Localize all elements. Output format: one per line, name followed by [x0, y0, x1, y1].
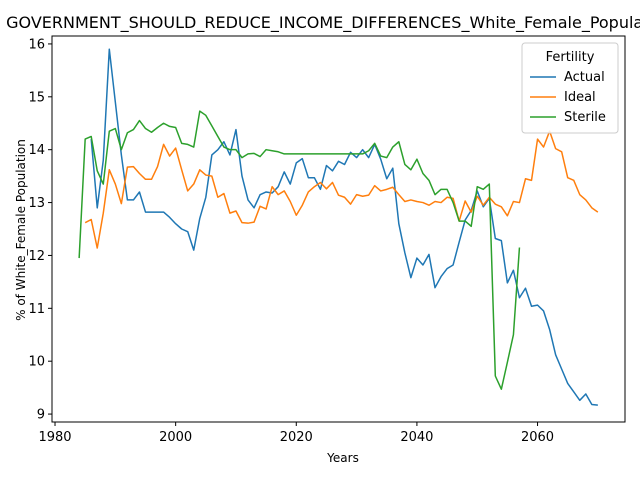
chart-title: GOVERNMENT_SHOULD_REDUCE_INCOME_DIFFEREN…	[6, 13, 640, 33]
y-axis: 9 10 11 12 13 14 15 16	[28, 37, 52, 423]
legend-label-sterile: Sterile	[564, 110, 606, 125]
y-axis-label: % of White_Female Population	[14, 139, 28, 321]
y-tick-label: 13	[28, 196, 45, 211]
y-tick-label: 12	[28, 249, 45, 264]
series-line-ideal	[84, 130, 599, 249]
series-line-actual	[90, 48, 598, 406]
legend-box	[521, 42, 619, 134]
y-tick-label: 15	[28, 90, 45, 105]
x-tick-label: 2020	[280, 430, 313, 445]
x-axis-label: Years	[326, 451, 359, 465]
x-tick-label: 1980	[38, 430, 71, 445]
plot-frame	[51, 35, 626, 423]
legend: Fertility Actual Ideal Sterile	[521, 42, 619, 134]
legend-title: Fertility	[546, 50, 595, 65]
y-tick-label: 11	[28, 302, 45, 317]
x-tick-label: 2040	[400, 430, 433, 445]
y-tick-label: 14	[28, 143, 45, 158]
legend-label-ideal: Ideal	[564, 90, 596, 105]
x-tick-label: 2060	[521, 430, 554, 445]
y-tick-label: 9	[37, 408, 45, 423]
x-axis: 1980 2000 2020 2040 2060	[38, 422, 554, 445]
y-tick-label: 10	[28, 355, 45, 370]
series-line-sterile	[78, 110, 521, 390]
x-tick-label: 2000	[159, 430, 192, 445]
y-tick-label: 16	[28, 37, 45, 52]
plot-area	[78, 48, 599, 406]
legend-label-actual: Actual	[564, 70, 605, 85]
